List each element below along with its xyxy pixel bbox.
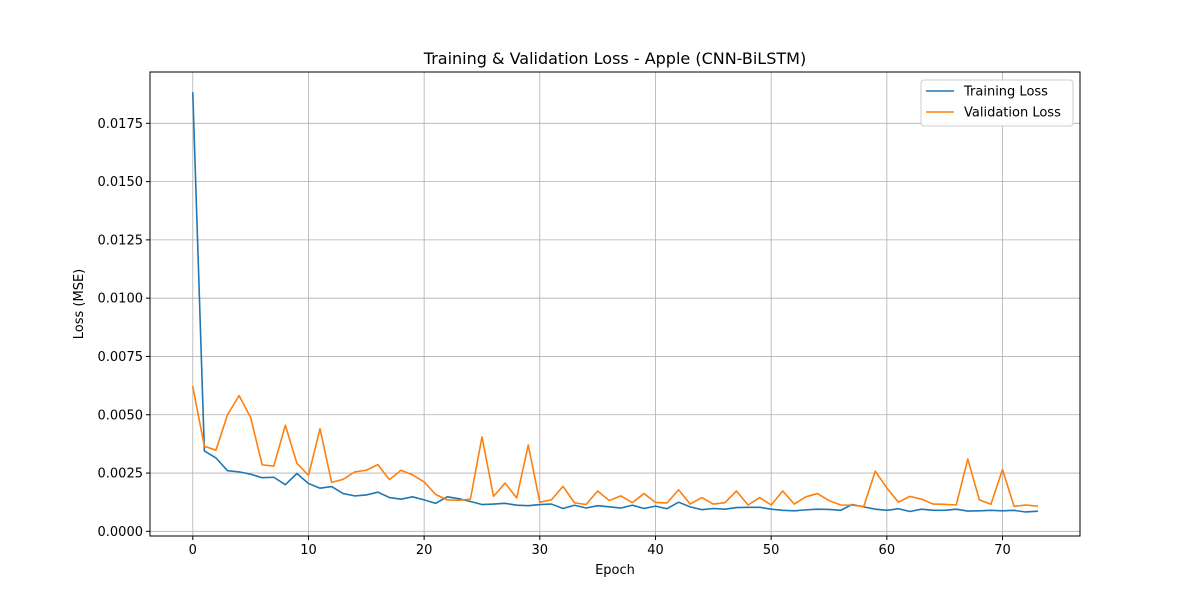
axis-ticks: 0 10 20 30 40 50 60 70 0.0000 0.0025 0.0050 0.0075 0… (98, 117, 1011, 558)
y-tick-label: 0.0100 (98, 292, 144, 307)
y-tick-label: 0.0025 (98, 467, 144, 482)
x-tick-label: 20 (416, 543, 433, 558)
legend-box (920, 79, 1074, 127)
chart-title: Training & Validation Loss - Apple (CNN-… (423, 49, 806, 68)
x-tick-label: 30 (532, 543, 549, 558)
validation-loss-line (191, 385, 1039, 508)
y-tick-label: 0.0050 (98, 408, 144, 423)
y-axis-label: Loss (MSE) (72, 269, 87, 339)
x-tick-label: 50 (763, 543, 780, 558)
legend: Training Loss Validation Loss (920, 79, 1074, 127)
x-tick-label: 0 (189, 543, 197, 558)
legend-label-training-loss: Training Loss (963, 85, 1048, 100)
x-tick-label: 60 (879, 543, 896, 558)
series-lines (191, 92, 1039, 513)
x-tick-label: 40 (647, 543, 664, 558)
y-tick-label: 0.0150 (98, 175, 144, 190)
y-tick-label: 0.0075 (98, 350, 144, 365)
training-loss-line (191, 92, 1039, 513)
y-tick-label: 0.0000 (98, 525, 144, 540)
y-tick-label: 0.0175 (98, 117, 144, 132)
x-axis-label: Epoch (595, 563, 635, 578)
y-tick-label: 0.0125 (98, 233, 144, 248)
legend-label-validation-loss: Validation Loss (964, 106, 1061, 121)
grid (150, 72, 1080, 536)
plot-frame (149, 71, 1081, 537)
x-tick-label: 70 (994, 543, 1011, 558)
x-tick-label: 10 (300, 543, 317, 558)
